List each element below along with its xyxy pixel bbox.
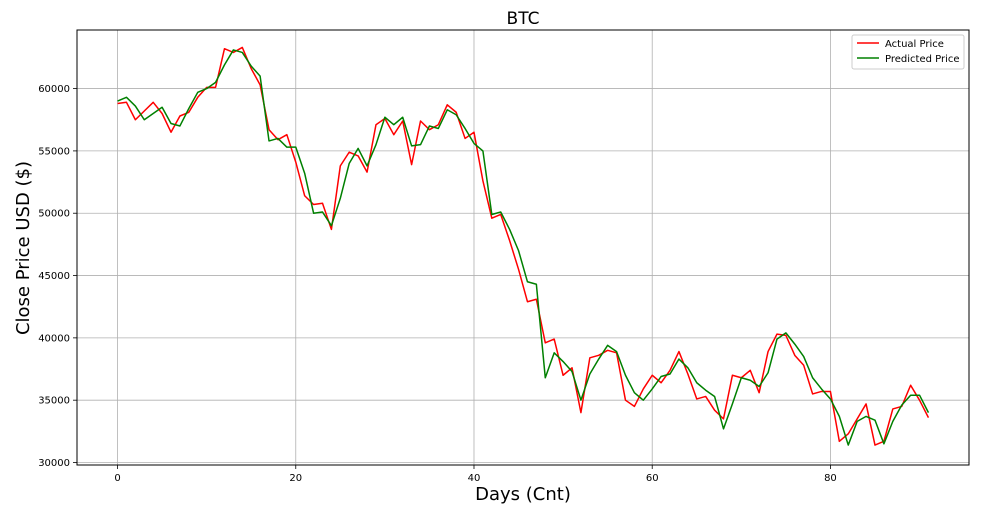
x-axis-ticks: 0 20 40 60 80 bbox=[114, 465, 837, 484]
legend-box bbox=[851, 34, 965, 70]
y-tick-label: 40000 bbox=[38, 333, 70, 344]
x-tick-label: 20 bbox=[289, 473, 302, 484]
legend-label-actual: Actual Price bbox=[885, 39, 944, 50]
y-tick-label: 30000 bbox=[38, 458, 70, 469]
y-tick-label: 60000 bbox=[38, 84, 70, 95]
series-lines bbox=[117, 46, 930, 446]
y-axis-title: Close Price USD ($) bbox=[13, 161, 34, 335]
x-tick-label: 60 bbox=[646, 473, 659, 484]
legend-label-predicted: Predicted Price bbox=[885, 54, 960, 65]
x-tick-label: 0 bbox=[114, 473, 120, 484]
series-line-actual-price bbox=[117, 46, 930, 446]
series-line-predicted-price bbox=[117, 49, 930, 446]
x-axis-title: Days (Cnt) bbox=[475, 484, 571, 505]
plot-area: 0 20 40 60 80 30000 35000 40000 45000 50000 55000… bbox=[38, 29, 970, 484]
y-tick-label: 35000 bbox=[38, 396, 70, 407]
y-axis-ticks: 30000 35000 40000 45000 50000 55000 60000 bbox=[38, 84, 77, 469]
y-tick-label: 50000 bbox=[38, 209, 70, 220]
grid-lines bbox=[77, 30, 969, 465]
y-tick-label: 45000 bbox=[38, 271, 70, 282]
chart-title: BTC bbox=[507, 9, 540, 29]
plot-background bbox=[77, 30, 969, 465]
legend: Actual Price Predicted Price bbox=[851, 34, 965, 70]
plot-frame bbox=[76, 29, 970, 466]
x-tick-label: 40 bbox=[468, 473, 481, 484]
y-tick-label: 55000 bbox=[38, 146, 70, 157]
x-tick-label: 80 bbox=[824, 473, 837, 484]
